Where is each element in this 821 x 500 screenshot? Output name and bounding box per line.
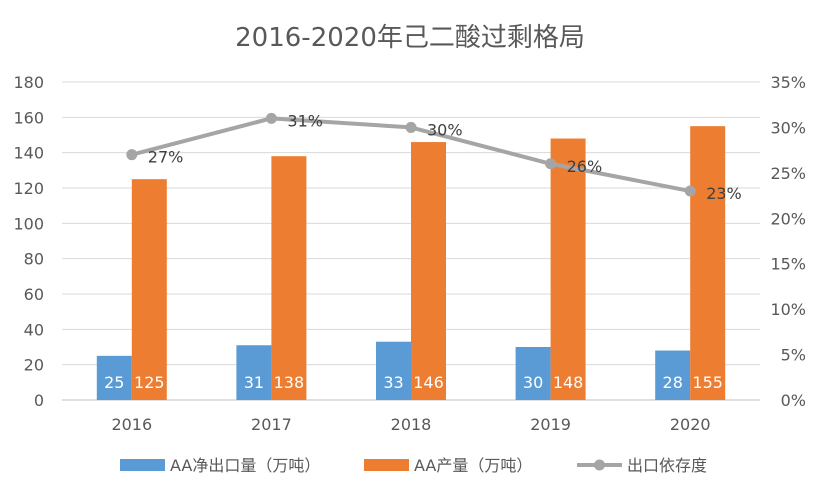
line-point — [684, 185, 696, 197]
bar — [376, 341, 411, 400]
right-tick-label: 10% — [770, 300, 806, 319]
bar-data-label: 155 — [692, 373, 723, 392]
legend-swatch — [364, 459, 409, 471]
line-data-label: 30% — [427, 120, 463, 139]
line-data-label: 27% — [148, 148, 184, 167]
x-tick-label: 2016 — [111, 415, 152, 434]
left-tick-label: 120 — [13, 179, 44, 198]
line-point — [265, 112, 277, 124]
line-point — [545, 158, 557, 170]
bar-series: 25 31 33 30 28 125 138 146 148 155 — [96, 126, 726, 401]
bar-data-label: 148 — [553, 373, 584, 392]
left-tick-label: 180 — [13, 73, 44, 92]
line-data-label: 26% — [567, 157, 603, 176]
legend-label: 出口依存度 — [627, 456, 707, 475]
bar — [690, 126, 726, 401]
bar-data-label: 125 — [134, 373, 165, 392]
x-tick-label: 2020 — [670, 415, 711, 434]
left-tick-label: 60 — [24, 285, 44, 304]
legend-label: AA产量（万吨） — [414, 456, 532, 475]
chart-title: 2016-2020年己二酸过剩格局 — [235, 23, 585, 53]
legend-marker — [594, 459, 605, 471]
bar-data-label: 25 — [104, 373, 124, 392]
left-tick-label: 40 — [24, 320, 44, 339]
left-axis-ticks: 0 20 40 60 80 100 120 140 160 180 — [13, 73, 44, 410]
line-point — [126, 149, 138, 161]
bar-data-label: 138 — [274, 373, 305, 392]
right-axis-ticks: 0% 5% 10% 15% 20% 25% 30% 35% — [770, 73, 806, 410]
right-tick-label: 0% — [781, 391, 806, 410]
bar-data-label: 146 — [413, 373, 444, 392]
legend-label: AA净出口量（万吨） — [170, 456, 320, 475]
bar — [550, 138, 586, 401]
line-data-label: 31% — [287, 111, 323, 130]
right-tick-label: 35% — [770, 73, 806, 92]
left-tick-label: 80 — [24, 250, 44, 269]
line-series: 27% 31% 30% 26% 23% — [126, 111, 742, 203]
right-tick-label: 25% — [770, 164, 806, 183]
x-tick-label: 2018 — [391, 415, 432, 434]
bar-data-label: 31 — [244, 373, 264, 392]
bar-data-label: 30 — [523, 373, 543, 392]
line-point — [405, 121, 417, 133]
right-tick-label: 15% — [770, 255, 806, 274]
bar — [271, 156, 307, 400]
left-tick-label: 0 — [34, 391, 44, 410]
right-tick-label: 30% — [770, 118, 806, 137]
bar-data-label: 28 — [663, 373, 683, 392]
bar — [131, 179, 167, 400]
right-tick-label: 20% — [770, 209, 806, 228]
bar — [236, 345, 272, 400]
bar — [96, 355, 132, 400]
x-tick-label: 2019 — [530, 415, 571, 434]
left-tick-label: 20 — [24, 356, 44, 375]
legend-swatch — [120, 459, 165, 471]
left-tick-label: 140 — [13, 144, 44, 163]
bar — [655, 350, 691, 400]
right-tick-label: 5% — [781, 346, 806, 365]
line-data-label: 23% — [706, 184, 742, 203]
bar — [515, 347, 551, 400]
left-tick-label: 100 — [13, 214, 44, 233]
left-tick-label: 160 — [13, 108, 44, 127]
x-tick-label: 2017 — [251, 415, 292, 434]
bar-data-label: 33 — [383, 373, 403, 392]
bar — [411, 142, 446, 401]
x-axis-ticks: 2016 2017 2018 2019 2020 — [111, 415, 710, 434]
legend: AA净出口量（万吨） AA产量（万吨） 出口依存度 — [120, 456, 707, 475]
